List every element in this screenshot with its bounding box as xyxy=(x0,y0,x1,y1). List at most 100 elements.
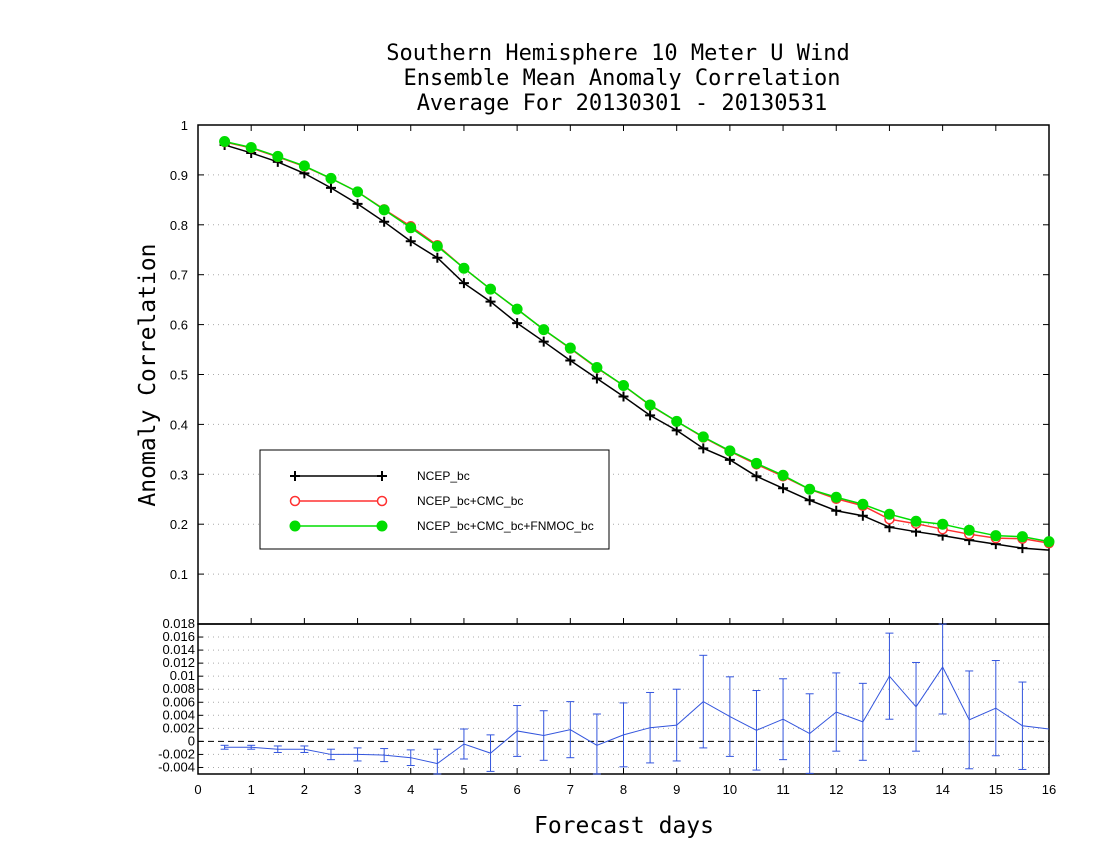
legend-marker xyxy=(289,520,301,532)
error-bar xyxy=(513,705,522,757)
series-2 xyxy=(219,135,1055,548)
error-bar xyxy=(380,748,389,763)
legend-item-2: NCEP_bc+CMC_bc+FNMOC_bc xyxy=(289,519,594,533)
data-point xyxy=(458,278,469,289)
error-bar xyxy=(300,745,309,753)
x-tick-label: 0 xyxy=(194,782,201,797)
error-bar xyxy=(273,745,282,753)
data-point xyxy=(618,379,629,391)
data-point xyxy=(325,172,337,184)
data-point xyxy=(751,471,762,482)
data-point xyxy=(352,186,364,198)
y-axis-label: Anomaly Correlation xyxy=(135,243,161,506)
difference-y-tick-label: -0.002 xyxy=(158,746,195,761)
error-bar xyxy=(965,670,974,770)
data-point xyxy=(618,391,629,402)
x-tick-label: 6 xyxy=(514,782,521,797)
legend-marker xyxy=(289,495,301,507)
main-gridlines xyxy=(198,174,1049,575)
series-0 xyxy=(219,139,1050,554)
difference-y-tick-label: -0.004 xyxy=(158,759,195,774)
x-tick-label: 7 xyxy=(567,782,574,797)
data-point xyxy=(379,216,390,227)
chart-title-line-1: Southern Hemisphere 10 Meter U Wind xyxy=(386,41,850,66)
data-point xyxy=(645,410,656,421)
data-point xyxy=(857,498,869,510)
x-tick-label: 12 xyxy=(829,782,843,797)
difference-plot-area: -0.004-0.00200.0020.0040.0060.0080.010.0… xyxy=(158,616,1050,775)
error-bar xyxy=(486,734,495,772)
legend-item-1: NCEP_bc+CMC_bc xyxy=(289,494,523,508)
data-point xyxy=(830,491,842,503)
error-bar xyxy=(832,672,841,752)
difference-series-layer xyxy=(220,623,1050,775)
main-y-tick-label: 1 xyxy=(181,118,188,133)
data-point xyxy=(378,204,390,216)
chart-title: Southern Hemisphere 10 Meter U Wind Ense… xyxy=(386,41,850,116)
error-bar xyxy=(752,690,761,771)
legend-box xyxy=(259,449,610,550)
main-y-tick-label: 0.9 xyxy=(170,168,188,183)
x-tick-label: 1 xyxy=(248,782,255,797)
legend-marker xyxy=(377,471,387,481)
main-y-tick-label: 0.7 xyxy=(170,268,188,283)
legend-items: NCEP_bc NCEP_bc+CMC_bc NCEP_bc+CMC_bc+FNMO… xyxy=(289,469,594,533)
data-point xyxy=(272,150,284,162)
legend-marker xyxy=(376,495,388,507)
x-axis-label: Forecast days xyxy=(534,813,714,839)
difference-y-tick-label: 0.01 xyxy=(170,668,195,683)
error-bar xyxy=(991,660,1000,757)
error-bar xyxy=(539,710,548,761)
data-point xyxy=(671,425,682,436)
data-point xyxy=(671,415,683,427)
error-bar xyxy=(938,623,947,715)
data-point xyxy=(777,469,789,481)
difference-y-tick-label: 0.016 xyxy=(162,629,195,644)
legend-label: NCEP_bc+CMC_bc xyxy=(417,494,523,508)
main-y-tick-label: 0.3 xyxy=(170,467,188,482)
legend: NCEP_bc NCEP_bc+CMC_bc NCEP_bc+CMC_bc+FNMO… xyxy=(259,449,610,550)
error-bar xyxy=(247,744,256,750)
x-tick-label: 5 xyxy=(460,782,467,797)
error-bar xyxy=(779,678,788,761)
x-tick-label: 8 xyxy=(620,782,627,797)
data-point xyxy=(219,135,231,147)
error-bar xyxy=(619,702,628,768)
x-tick-label: 10 xyxy=(723,782,737,797)
error-bar xyxy=(326,748,335,761)
data-point xyxy=(963,524,975,536)
error-bar xyxy=(805,693,814,774)
data-point xyxy=(485,296,496,307)
error-bar xyxy=(592,713,601,775)
x-tick-label: 16 xyxy=(1042,782,1056,797)
difference-y-tick-labels: -0.004-0.00200.0020.0040.0060.0080.010.0… xyxy=(158,616,203,774)
main-y-tick-label: 0.4 xyxy=(170,417,188,432)
difference-y-tick-label: 0 xyxy=(188,733,195,748)
legend-label: NCEP_bc+CMC_bc+FNMOC_bc xyxy=(417,519,594,533)
data-point xyxy=(352,198,363,209)
error-bar xyxy=(433,748,442,775)
difference-y-tick-label: 0.008 xyxy=(162,681,195,696)
main-y-tick-label: 0.6 xyxy=(170,318,188,333)
main-series-layer xyxy=(219,135,1055,554)
data-point xyxy=(511,303,523,315)
data-point xyxy=(937,518,949,530)
error-bar xyxy=(858,682,867,761)
main-plot-area: 0.1 0.2 0.3 0.4 0.5 0.6 0.7 0.8 0.9 1 xyxy=(170,118,1055,625)
x-tick-label: 4 xyxy=(407,782,414,797)
error-bar xyxy=(406,749,415,767)
chart-title-line-2: Ensemble Mean Anomaly Correlation xyxy=(403,66,840,91)
data-point xyxy=(565,355,576,366)
error-bar xyxy=(725,676,734,757)
data-point xyxy=(778,483,789,494)
data-point xyxy=(512,318,523,329)
chart-title-line-3: Average For 20130301 - 20130531 xyxy=(417,91,828,116)
x-tick-label: 9 xyxy=(673,782,680,797)
difference-y-tick-label: 0.014 xyxy=(162,642,195,657)
error-bar xyxy=(566,701,575,759)
x-tick-label: 3 xyxy=(354,782,361,797)
data-point xyxy=(804,483,816,495)
error-bar xyxy=(1018,681,1027,770)
data-point xyxy=(750,457,762,469)
difference-y-tick-label: 0.002 xyxy=(162,720,195,735)
